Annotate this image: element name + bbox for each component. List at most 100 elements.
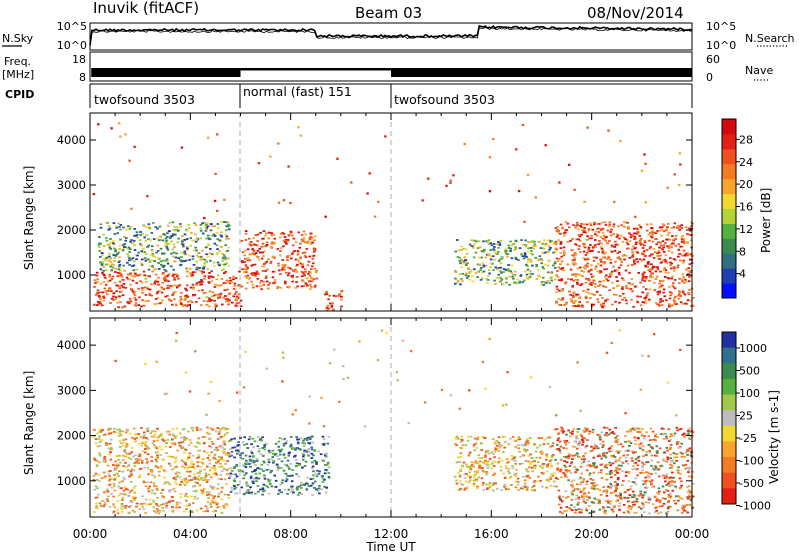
- scatter-cell: [653, 289, 657, 291]
- scatter-cell: [670, 246, 673, 249]
- scatter-cell: [211, 501, 215, 504]
- scatter-cell: [645, 487, 649, 489]
- scatter-cell: [273, 270, 277, 273]
- scatter-cell: [240, 260, 244, 262]
- scatter-cell: [564, 490, 568, 493]
- scatter-cell: [220, 512, 224, 514]
- scatter-cell: [265, 241, 269, 244]
- scatter-cell: [563, 252, 566, 254]
- scatter-cell: [141, 505, 144, 508]
- scatter-cell: [265, 260, 268, 263]
- scatter-cell: [497, 447, 500, 449]
- freq-bar-segment-2: [240, 68, 391, 71]
- scatter-cell: [183, 439, 187, 441]
- scatter-cell: [175, 252, 179, 255]
- scatter-cell: [312, 470, 315, 473]
- scatter-cell: [459, 456, 462, 458]
- scatter-cell: [310, 236, 314, 239]
- scatter-cell: [650, 223, 653, 225]
- scatter-cell: [222, 221, 226, 223]
- scatter-cell: [649, 268, 653, 270]
- scatter-cell: [514, 462, 517, 465]
- scatter-cell: [180, 251, 183, 254]
- scatter-cell: [615, 440, 618, 442]
- scatter-cell: [596, 488, 599, 490]
- scatter-cell: [489, 266, 493, 268]
- scatter-cell: [193, 495, 197, 498]
- scatter-cell: [108, 506, 112, 508]
- scatter-cell: [456, 279, 460, 282]
- scatter-cell: [174, 233, 177, 236]
- scatter-cell: [155, 508, 159, 510]
- scatter-cell: [643, 511, 646, 514]
- scatter-cell: [156, 297, 159, 299]
- scatter-cell: [528, 276, 532, 278]
- scatter-cell: [569, 431, 572, 434]
- scatter-cell: [166, 224, 170, 227]
- scatter-cell: [487, 483, 491, 486]
- scatter-cell: [640, 259, 643, 262]
- scatter-cell: [109, 470, 112, 472]
- scatter-cell: [205, 260, 209, 263]
- scatter-cell: [143, 431, 146, 434]
- scatter-cell: [460, 278, 463, 280]
- scatter-cell: [622, 254, 626, 256]
- scatter-cell: [467, 465, 471, 468]
- scatter-cell: [490, 451, 494, 454]
- scatter-cell: [601, 237, 605, 240]
- scatter-cell: [468, 278, 471, 281]
- colorbar-swatch: [722, 148, 736, 165]
- scatter-cell: [563, 282, 567, 285]
- scatter-cell: [300, 238, 304, 241]
- scatter-cell: [286, 240, 290, 242]
- scatter-cell: [467, 435, 470, 438]
- scatter-cell: [226, 427, 230, 430]
- scatter-cell: [143, 442, 147, 445]
- noise-panel: N.Sky 10^5 10^0 10^5 10^0 N.Search: [2, 20, 795, 52]
- scatter-cell: [476, 263, 480, 266]
- scatter-cell: [189, 286, 193, 289]
- scatter-cell: [551, 454, 554, 457]
- scatter-cell: [656, 436, 660, 438]
- scatter-cell: [495, 277, 499, 280]
- scatter-cell: [475, 461, 478, 463]
- scatter-cell: [180, 291, 183, 294]
- scatter-cell: [133, 275, 137, 277]
- scatter-cell: [165, 247, 169, 249]
- scatter-cell: [579, 476, 582, 479]
- scatter-cell: [278, 236, 282, 239]
- scatter-cell: [92, 479, 96, 481]
- scatter-cell: [179, 263, 183, 266]
- scatter-cell: [558, 449, 561, 451]
- scatter-cell: [216, 209, 219, 212]
- scatter-cell: [312, 262, 315, 265]
- scatter-cell: [98, 428, 102, 431]
- scatter-cell: [146, 430, 150, 432]
- scatter-cell: [686, 242, 690, 244]
- scatter-cell: [536, 446, 539, 449]
- scatter-cell: [302, 237, 306, 239]
- scatter-cell: [146, 274, 150, 277]
- scatter-cell: [144, 498, 148, 501]
- colorbar-swatch: [722, 223, 736, 239]
- scatter-cell: [253, 272, 257, 274]
- scatter-cell: [579, 465, 583, 468]
- scatter-cell: [531, 489, 534, 491]
- scatter-cell: [162, 272, 165, 274]
- scatter-cell: [676, 227, 679, 229]
- scatter-cell: [683, 254, 687, 257]
- scatter-cell: [664, 480, 667, 483]
- scatter-cell: [229, 448, 232, 450]
- scatter-cell: [208, 459, 211, 462]
- scatter-cell: [676, 266, 679, 269]
- scatter-cell: [230, 489, 234, 492]
- scatter-cell: [221, 260, 225, 262]
- scatter-cell: [256, 256, 260, 258]
- scatter-cell: [201, 249, 204, 252]
- scatter-cell: [173, 298, 176, 301]
- scatter-cell: [117, 268, 121, 271]
- scatter-cell: [485, 451, 489, 454]
- scatter-cell: [582, 257, 586, 260]
- scatter-cell: [315, 271, 318, 274]
- scatter-cell: [522, 485, 525, 488]
